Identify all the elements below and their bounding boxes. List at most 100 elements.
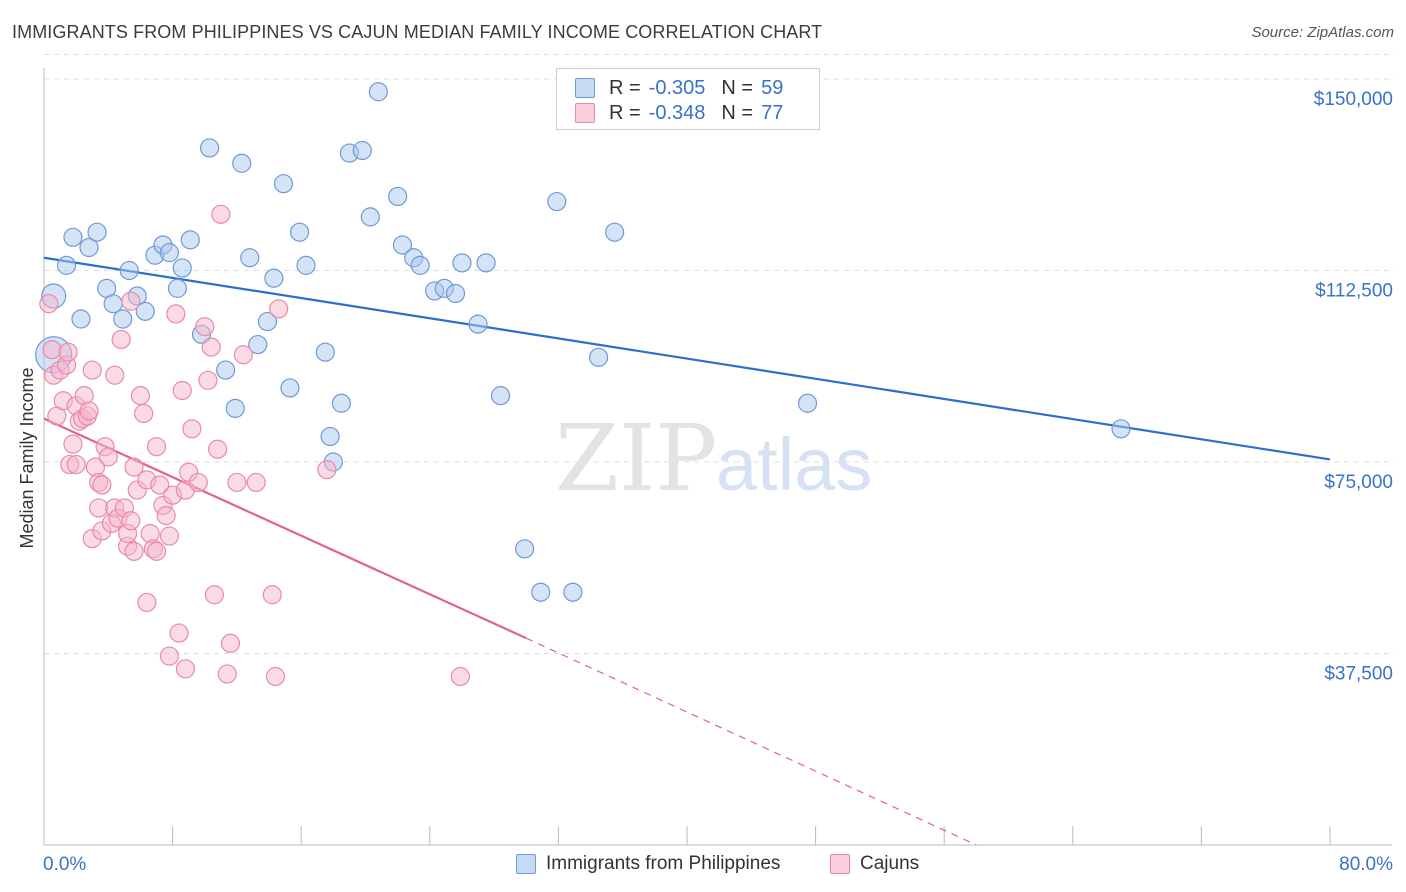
point-philippines [468, 314, 488, 334]
point-philippines [63, 227, 83, 247]
point-cajuns [217, 664, 237, 684]
point-philippines [476, 253, 496, 273]
point-cajuns [450, 666, 470, 687]
point-cajuns [227, 472, 247, 493]
point-cajuns [92, 475, 112, 495]
point-cajuns [262, 585, 282, 605]
point-philippines [232, 153, 252, 173]
point-philippines [289, 222, 310, 242]
point-philippines [410, 255, 430, 275]
x-tick-label: 80.0% [1339, 854, 1393, 875]
n-label: N = [721, 76, 754, 99]
point-cajuns [195, 317, 215, 337]
correlation-legend: R = -0.305 N = 59 R = -0.348 N = 77 [556, 68, 820, 130]
point-cajuns [204, 585, 224, 605]
watermark-atlas: atlas [716, 423, 872, 506]
point-cajuns [211, 204, 231, 224]
trend-lines [43, 256, 1331, 846]
point-cajuns [146, 437, 167, 457]
point-cajuns [246, 472, 266, 493]
axes [43, 68, 1392, 846]
point-cajuns [124, 541, 144, 561]
point-philippines [1111, 419, 1131, 439]
point-philippines [135, 301, 155, 321]
legend-swatch-blue [575, 78, 595, 98]
r-label: R = [609, 101, 641, 124]
point-philippines [797, 393, 818, 413]
point-cajuns [89, 498, 109, 518]
point-philippines [103, 294, 123, 314]
point-philippines [605, 222, 625, 242]
point-cajuns [137, 592, 157, 613]
point-cajuns [201, 337, 221, 357]
point-cajuns [233, 345, 253, 365]
point-philippines [392, 235, 413, 255]
point-philippines [360, 207, 380, 227]
legend-row-philippines: R = -0.305 N = 59 [575, 75, 783, 101]
n-label: N = [721, 101, 754, 124]
point-philippines [56, 255, 77, 275]
point-philippines [167, 278, 188, 298]
r-label: R = [609, 76, 641, 99]
point-cajuns [66, 454, 86, 475]
point-philippines [296, 255, 316, 275]
point-cajuns [159, 646, 179, 666]
bottom-swatch-pink [830, 854, 850, 874]
point-philippines [563, 582, 583, 602]
point-philippines [280, 378, 300, 398]
point-cajuns [208, 439, 228, 459]
point-cajuns [198, 370, 218, 390]
point-cajuns [156, 506, 176, 526]
point-philippines [515, 539, 535, 559]
legend-row-cajuns: R = -0.348 N = 77 [575, 100, 783, 126]
chart-title: IMMIGRANTS FROM PHILIPPINES VS CAJUN MED… [12, 22, 823, 42]
point-philippines [445, 283, 466, 304]
point-philippines [490, 386, 511, 406]
point-philippines [248, 334, 268, 355]
point-philippines [240, 248, 260, 268]
y-tick-label: $150,000 [1314, 89, 1393, 110]
n-value-philippines: 59 [761, 76, 784, 99]
point-cajuns [182, 419, 202, 439]
bottom-legend-label-philippines: Immigrants from Philippines [546, 853, 781, 874]
point-philippines [79, 237, 99, 258]
point-cajuns [166, 304, 186, 324]
point-cajuns [175, 659, 196, 679]
legend-swatch-pink [575, 103, 595, 123]
point-philippines [119, 260, 139, 281]
point-cajuns [111, 329, 131, 350]
point-cajuns [172, 380, 192, 401]
point-philippines [264, 268, 284, 288]
point-philippines [331, 393, 351, 413]
point-philippines [452, 253, 472, 273]
point-cajuns [150, 475, 170, 495]
r-value-philippines: -0.305 [648, 76, 706, 99]
point-philippines [588, 347, 609, 367]
n-value-cajuns: 77 [761, 101, 784, 124]
point-philippines [352, 140, 372, 161]
point-philippines [388, 186, 408, 207]
trend-line-cajuns-extrapolated [525, 637, 977, 846]
point-philippines [87, 222, 107, 242]
point-cajuns [58, 342, 78, 362]
point-cajuns [82, 360, 102, 380]
point-cajuns [39, 294, 59, 314]
point-philippines [257, 311, 278, 332]
point-philippines [320, 426, 340, 447]
r-value-cajuns: -0.348 [648, 101, 706, 124]
y-tick-label: $75,000 [1324, 472, 1393, 493]
point-cajuns [124, 457, 144, 477]
trend-line-cajuns [43, 417, 527, 640]
point-philippines [113, 309, 133, 329]
point-philippines [547, 191, 567, 212]
point-cajuns [134, 403, 154, 424]
x-tick-label: 0.0% [43, 854, 86, 875]
point-cajuns [220, 633, 241, 653]
point-cajuns [63, 434, 83, 454]
point-cajuns [317, 460, 337, 480]
axis-labels: $37,500 $75,000 $112,500 $150,000 0.0% 80.0% M… [17, 89, 1393, 875]
point-cajuns [188, 472, 208, 493]
point-philippines [199, 138, 220, 158]
bottom-legend-cajuns: Cajuns [830, 851, 919, 877]
point-philippines [159, 243, 179, 263]
